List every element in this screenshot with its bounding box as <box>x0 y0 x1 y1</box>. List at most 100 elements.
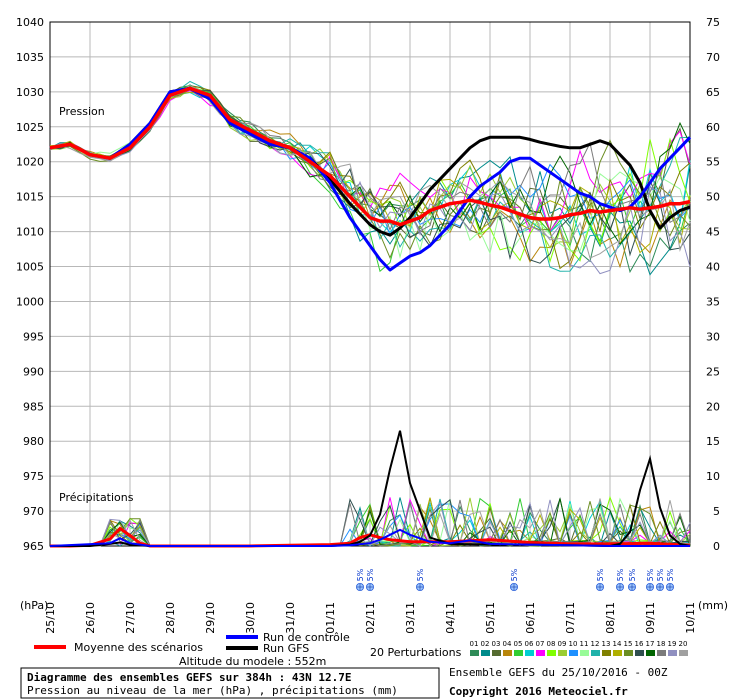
y-right-tick-label: 45 <box>706 226 720 239</box>
member-color-swatch <box>591 650 600 656</box>
pressure-panel-label: Pression <box>59 105 105 118</box>
member-color-swatch <box>470 650 479 656</box>
snow-indicator-row: 5% 5% 5% 5% 5% 5% 5% 5% 5% 5% <box>355 568 675 592</box>
copyright-label: Copyright 2016 Meteociel.fr <box>449 685 628 698</box>
pressure-series-line <box>49 86 691 227</box>
y-left-tick-label: 990 <box>23 365 44 378</box>
member-color-swatch <box>536 650 545 656</box>
snow-percent-label: 5% <box>510 568 519 581</box>
y-right-tick-label: 0 <box>713 540 720 553</box>
snow-percent-label: 5% <box>356 568 365 581</box>
legend-control-label: Run de contrôle <box>263 631 350 644</box>
x-tick-label: 02/11 <box>364 602 377 634</box>
y-right-tick-label: 5 <box>713 505 720 518</box>
y-left-tick-label: 975 <box>23 470 44 483</box>
y-right-tick-label: 10 <box>706 470 720 483</box>
member-number: 13 <box>602 640 611 648</box>
x-tick-label: 30/10 <box>244 602 257 634</box>
y-left-tick-label: 995 <box>23 330 44 343</box>
snowflake-icon <box>355 583 364 592</box>
title-box <box>20 667 440 699</box>
member-number: 08 <box>547 640 556 648</box>
member-color-swatch <box>514 650 523 656</box>
y-left-tick-label: 985 <box>23 400 44 413</box>
snow-percent-label: 5% <box>366 568 375 581</box>
altitude-label: Altitude du modele : 552m <box>179 655 326 668</box>
y-left-tick-label: 1010 <box>16 226 44 239</box>
ensemble-run-label: Ensemble GEFS du 25/10/2016 - 00Z <box>449 666 668 679</box>
snowflake-icon <box>628 583 637 592</box>
member-color-swatch <box>481 650 490 656</box>
x-tick-label: 01/11 <box>324 602 337 634</box>
snowflake-icon <box>365 583 374 592</box>
right-unit-label: (mm) <box>698 599 728 612</box>
snow-percent-label: 5% <box>666 568 675 581</box>
y-right-tick-label: 15 <box>706 435 720 448</box>
y-right-tick-label: 20 <box>706 400 720 413</box>
legend-gfs-label: Run GFS <box>263 642 309 655</box>
y-left-tick-label: 1015 <box>16 191 44 204</box>
member-number: 14 <box>613 640 622 648</box>
x-tick-label: 29/10 <box>204 602 217 634</box>
y-right-tick-label: 70 <box>706 51 720 64</box>
y-left-tick-label: 1025 <box>16 121 44 134</box>
member-number: 16 <box>635 640 644 648</box>
precip-series-line <box>50 526 691 548</box>
y-left-tick-label: 1035 <box>16 51 44 64</box>
y-left-tick-label: 965 <box>23 540 44 553</box>
member-color-swatch <box>624 650 633 656</box>
y-left-tick-label: 1005 <box>16 261 44 274</box>
member-color-swatch <box>492 650 501 656</box>
member-color-swatch <box>547 650 556 656</box>
x-tick-label: 03/11 <box>404 602 417 634</box>
y-right-tick-label: 75 <box>706 16 720 29</box>
member-color-swatch <box>580 650 589 656</box>
x-tick-label: 26/10 <box>84 602 97 634</box>
y-left-tick-label: 1000 <box>16 295 44 308</box>
y-right-tick-label: 25 <box>706 365 720 378</box>
snowflake-icon <box>666 583 675 592</box>
y-left-tick-label: 1020 <box>16 156 44 169</box>
member-number: 19 <box>668 640 677 648</box>
snowflake-icon <box>616 583 625 592</box>
pressure-series-line <box>49 86 692 272</box>
x-tick-label: 05/11 <box>484 602 497 634</box>
legend-mean-label: Moyenne des scénarios <box>74 641 203 654</box>
member-number: 20 <box>679 640 688 648</box>
chart-title: Diagramme des ensembles GEFS sur 384h : … <box>27 671 352 684</box>
y-left-tick-label: 1030 <box>16 86 44 99</box>
member-number: 03 <box>492 640 501 648</box>
snowflake-icon <box>656 583 665 592</box>
member-color-swatch <box>668 650 677 656</box>
member-color-swatch <box>525 650 534 656</box>
perturbations-label: 20 Perturbations <box>370 646 462 659</box>
y-right-tick-label: 55 <box>706 156 720 169</box>
snowflake-icon <box>596 583 605 592</box>
member-color-swatch <box>602 650 611 656</box>
member-legend: 01 02 03 04 05 06 07 08 09 10 11 12 13 14 15 16 17 18 19 20 <box>470 640 688 656</box>
member-color-swatch <box>635 650 644 656</box>
member-number: 11 <box>580 640 589 648</box>
y-right-tick-label: 35 <box>706 295 720 308</box>
member-color-swatch <box>503 650 512 656</box>
member-color-swatch <box>679 650 688 656</box>
member-number: 15 <box>624 640 633 648</box>
snow-percent-label: 5% <box>596 568 605 581</box>
member-color-swatch <box>646 650 655 656</box>
member-number: 17 <box>646 640 655 648</box>
member-number: 05 <box>514 640 523 648</box>
x-tick-label: 08/11 <box>604 602 617 634</box>
snow-percent-label: 5% <box>656 568 665 581</box>
y-right-tick-label: 30 <box>706 330 720 343</box>
member-number: 09 <box>558 640 567 648</box>
member-color-swatch <box>613 650 622 656</box>
main-series <box>49 86 692 548</box>
y-left-tick-label: 970 <box>23 505 44 518</box>
member-number: 07 <box>536 640 545 648</box>
snow-percent-label: 5% <box>416 568 425 581</box>
snow-percent-label: 5% <box>628 568 637 581</box>
member-color-swatch <box>657 650 666 656</box>
member-number: 02 <box>481 640 490 648</box>
precip-panel-label: Précipitations <box>59 491 134 504</box>
y-right-tick-label: 50 <box>706 191 720 204</box>
